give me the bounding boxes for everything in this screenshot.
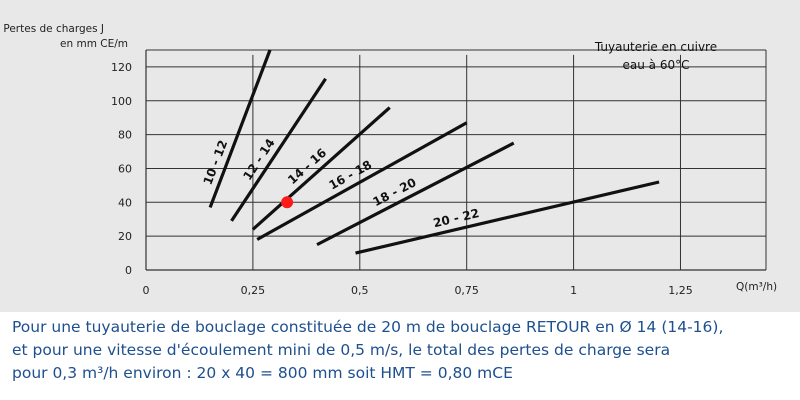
y-tick-label: 120 xyxy=(111,61,132,74)
caption: Pour une tuyauterie de bouclage constitu… xyxy=(12,316,792,385)
grid xyxy=(145,49,767,270)
x-tick-label: 1 xyxy=(570,284,577,297)
y-axis-title-line-1: Pertes de charges J xyxy=(3,23,104,35)
series-line-2 xyxy=(230,77,327,222)
y-tick-label: 60 xyxy=(118,162,132,175)
series-line-1 xyxy=(208,49,272,208)
caption-line-3: pour 0,3 m³/h environ : 20 x 40 = 800 mm… xyxy=(12,364,513,382)
series-line-5 xyxy=(316,141,515,247)
series-line-3 xyxy=(251,106,391,231)
y-tick-label: 40 xyxy=(118,196,132,209)
x-tick-label: 0 xyxy=(143,284,150,297)
y-tick-label: 100 xyxy=(111,95,132,108)
material-annotation-line-1: Tuyauterie en cuivre xyxy=(594,40,717,54)
material-annotation-line-2: eau à 60°C xyxy=(623,58,690,72)
x-axis-title: Q(m³/h) xyxy=(736,281,777,293)
caption-line-1: Pour une tuyauterie de bouclage constitu… xyxy=(12,318,724,336)
y-tick-label: 0 xyxy=(125,264,132,277)
x-tick-label: 1,25 xyxy=(668,284,693,297)
chart-panel: 0 20 40 60 80 100 120 0 0,25 0,5 0,75 1 1,25 10 - 12… xyxy=(0,0,800,312)
y-tick-label: 20 xyxy=(118,230,132,243)
caption-line-2: et pour une vitesse d'écoulement mini de… xyxy=(12,341,671,359)
axes xyxy=(145,50,766,271)
markers xyxy=(281,196,294,209)
operating-point-marker xyxy=(281,196,294,209)
y-tick-label: 80 xyxy=(118,129,132,142)
x-tick-label: 0,5 xyxy=(351,284,369,297)
series-line-4 xyxy=(256,121,468,241)
x-tick-label: 0,25 xyxy=(241,284,266,297)
series xyxy=(208,49,660,255)
series-line-6 xyxy=(355,180,660,255)
y-axis-title-line-2: en mm CE/m xyxy=(60,38,128,50)
x-tick-label: 0,75 xyxy=(454,284,479,297)
tick-labels: 0 20 40 60 80 100 120 0 0,25 0,5 0,75 1 1,25 xyxy=(111,61,693,297)
